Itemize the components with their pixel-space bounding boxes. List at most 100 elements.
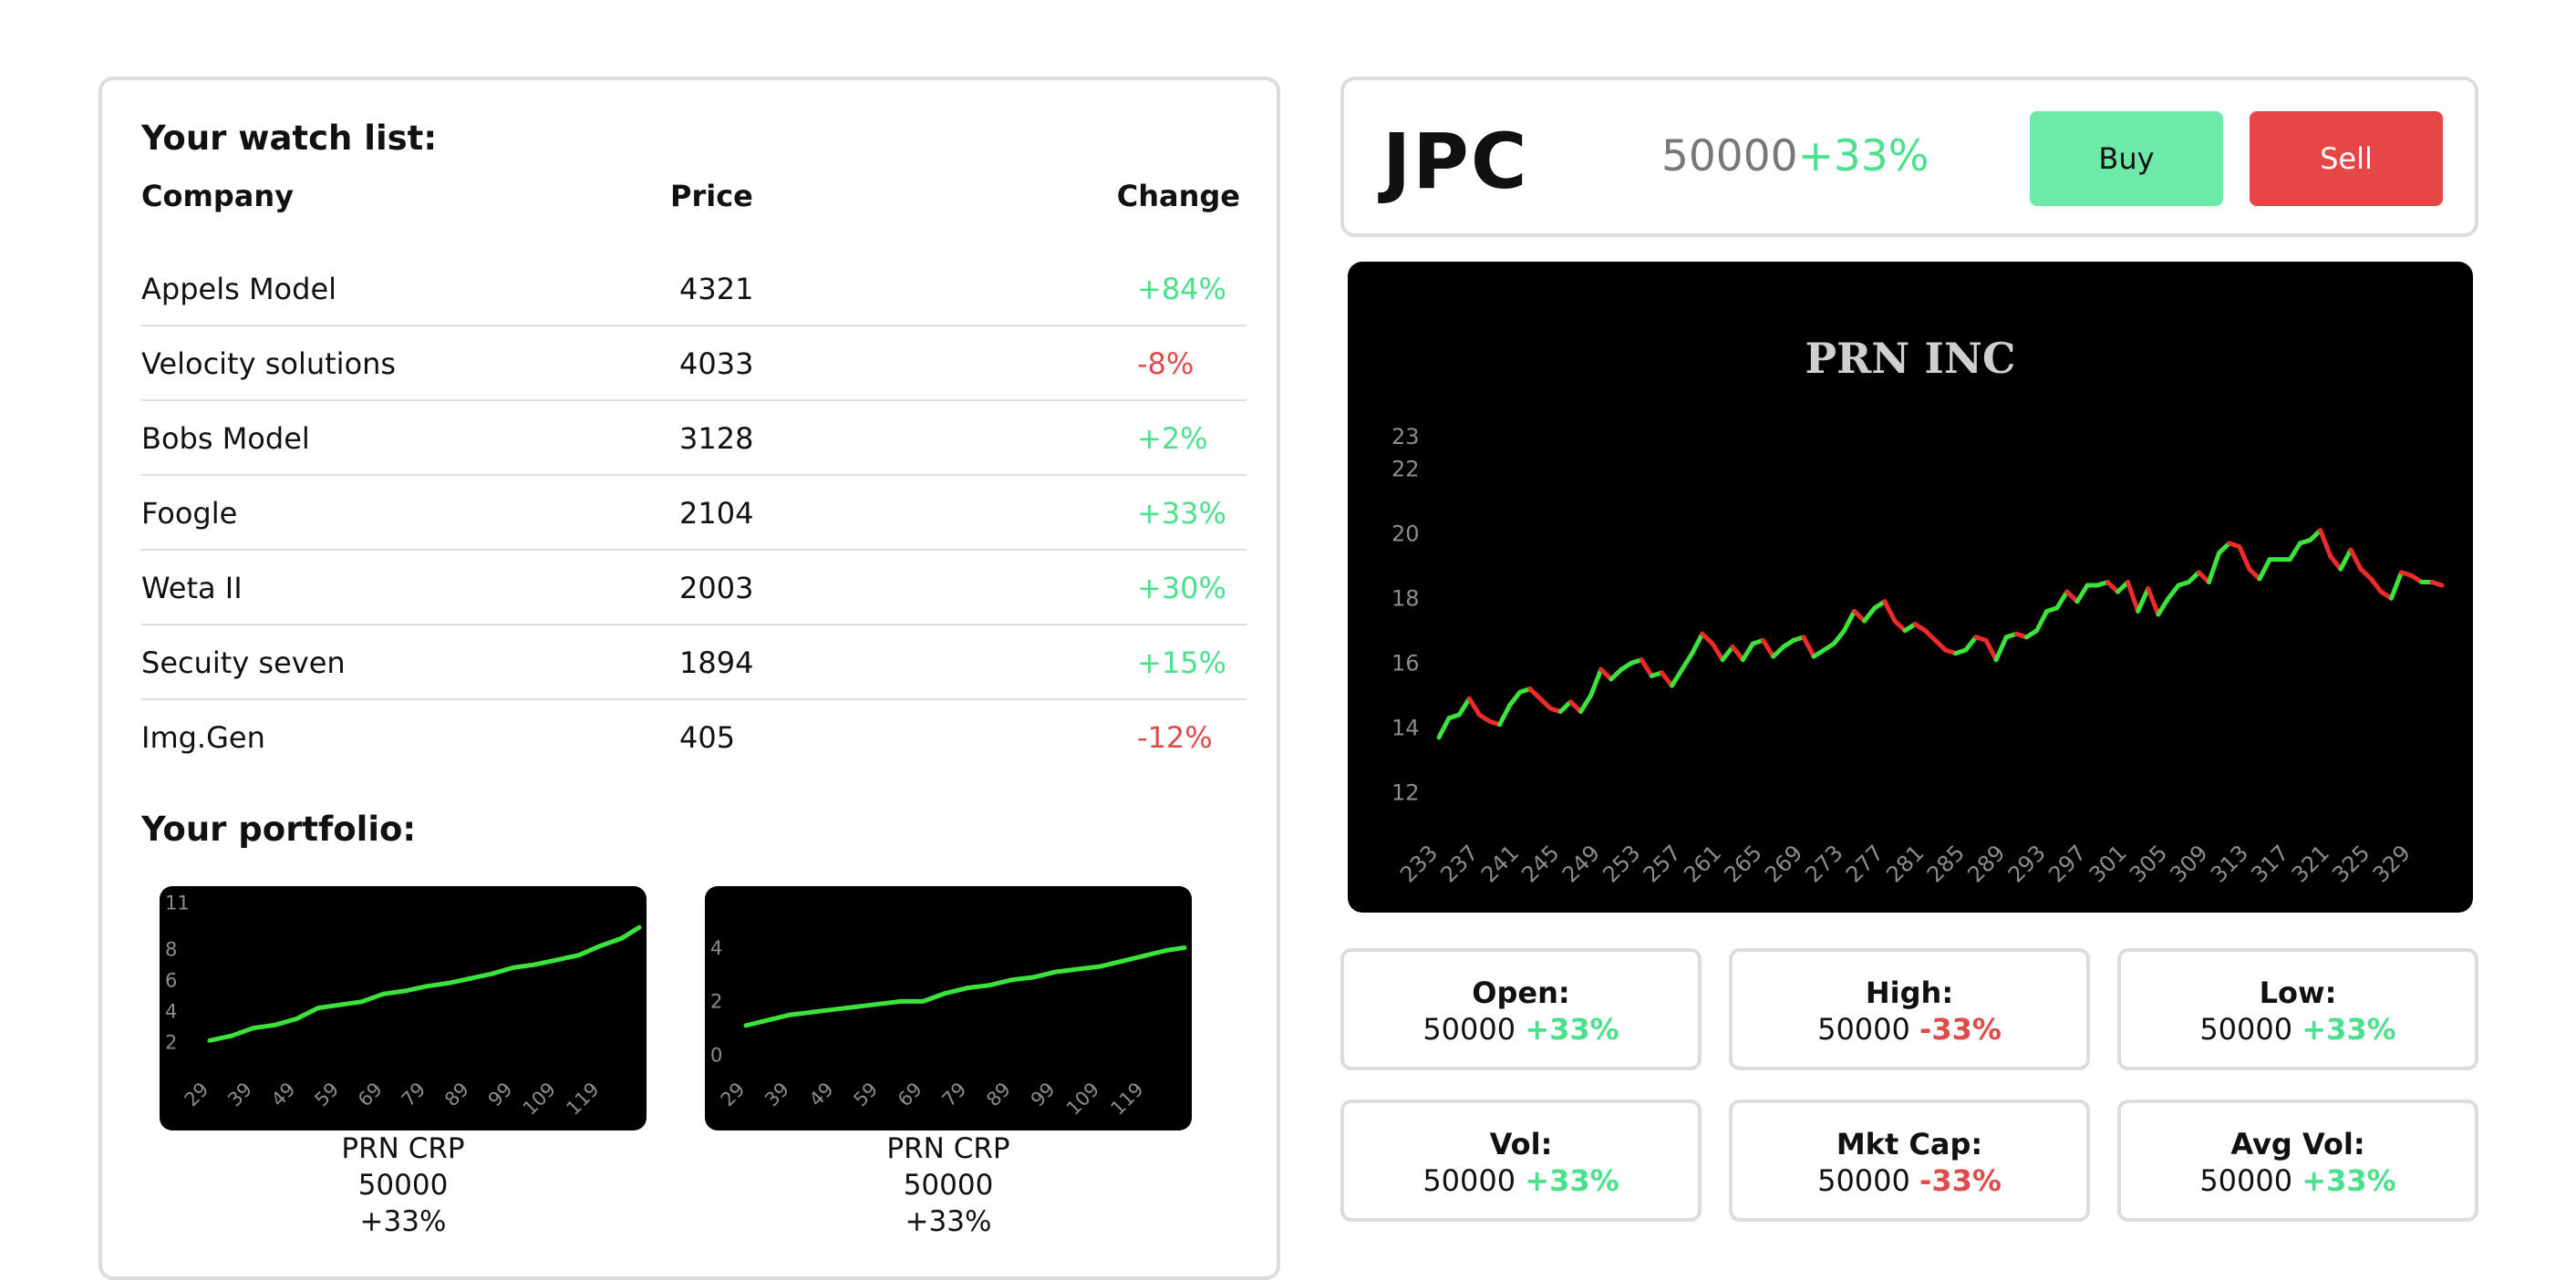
series-segment	[2136, 586, 2151, 614]
stat-open: Open: 50000 +33%	[1340, 948, 1702, 1070]
series-segment	[2105, 580, 2120, 594]
series-segment	[294, 1006, 321, 1021]
series-segment	[1932, 637, 1949, 653]
series-segment	[1993, 635, 2009, 663]
x-tick-label: 301	[2085, 840, 2132, 887]
company-change: +33%	[1137, 496, 1226, 531]
sell-button[interactable]: Sell	[2250, 111, 2443, 206]
series-segment	[1700, 631, 1715, 646]
series-segment	[810, 1006, 837, 1015]
portfolio-chart-1[interactable]: 2 4 6 8 11 29 39 49 59 69 79 89 99 109 119	[160, 886, 647, 1130]
series-segment	[2156, 595, 2171, 617]
company-change: +15%	[1137, 645, 1226, 680]
x-tick-label: 69	[894, 1079, 926, 1111]
company-name: Velocity solutions	[141, 346, 397, 381]
x-tick-label: 313	[2206, 840, 2253, 887]
x-tick-label: 119	[1106, 1079, 1147, 1120]
series-segment	[1670, 666, 1685, 688]
series-segment	[2126, 580, 2141, 614]
stat-high: High: 50000 -33%	[1729, 948, 2090, 1070]
x-tick-label: 273	[1800, 840, 1847, 887]
series-segment	[1680, 651, 1695, 672]
series-segment	[1730, 645, 1745, 663]
company-name: Bobs Model	[141, 421, 310, 456]
y-tick-label: 2	[710, 991, 722, 1013]
series-segment	[2358, 566, 2374, 582]
x-tick-label: 29	[717, 1079, 750, 1111]
table-row[interactable]: Appels Model 4321 +84%	[141, 252, 1247, 326]
table-row[interactable]: Bobs Model 3128 +2%	[141, 401, 1247, 476]
series-segment	[489, 965, 516, 976]
buy-button[interactable]: Buy	[2030, 111, 2223, 206]
series-segment	[511, 962, 538, 970]
company-price: 1894	[679, 645, 754, 680]
column-header-change: Change	[1116, 179, 1240, 213]
series-segment	[2338, 547, 2354, 572]
x-tick-label: 69	[354, 1079, 387, 1111]
watchlist-title: Your watch list:	[141, 119, 438, 158]
series-segment	[1740, 641, 1755, 663]
x-tick-label: 277	[1841, 840, 1888, 887]
series-segment	[1567, 699, 1584, 714]
ticker-symbol: JPC	[1382, 117, 1529, 206]
company-name: Foogle	[141, 496, 238, 531]
series-segment	[359, 991, 386, 1005]
y-tick-label: 8	[165, 938, 177, 960]
stat-low: Low: 50000 +33%	[2117, 948, 2478, 1070]
y-tick-label: 0	[710, 1045, 722, 1067]
series-segment	[2166, 583, 2181, 601]
series-segment	[1659, 670, 1675, 688]
table-row[interactable]: Weta II 2003 +30%	[141, 551, 1247, 625]
company-name: Secuity seven	[141, 645, 346, 680]
x-tick-label: 49	[267, 1079, 300, 1111]
portfolio-card-2[interactable]: PRN CRP 50000 +33%	[705, 1130, 1192, 1240]
series-segment	[1142, 947, 1170, 958]
y-tick-label: 6	[165, 969, 177, 991]
series-segment	[1882, 599, 1898, 624]
series-segment	[1537, 696, 1553, 711]
table-row[interactable]: Secuity seven 1894 +15%	[141, 625, 1247, 700]
y-tick-label: 12	[1391, 780, 1420, 806]
y-tick-label: 4	[165, 1000, 177, 1022]
x-tick-label: 293	[2003, 840, 2051, 887]
portfolio-price: 50000	[903, 1169, 994, 1202]
company-price: 4321	[679, 272, 754, 306]
portfolio-chart-2[interactable]: 0 2 4 29 39 49 59 69 79 89 99 109 119	[705, 886, 1192, 1130]
header-price-change: +33%	[1797, 131, 1929, 181]
chart-title: PRN INC	[1805, 334, 2015, 383]
main-price-chart[interactable]: PRN INC 12 14 16 18 20 22 23 233 237 241 245 249 253 2…	[1348, 262, 2473, 913]
table-row[interactable]: Img.Gen 405 -12%	[141, 700, 1247, 775]
table-row[interactable]: Velocity solutions 4033 -8%	[141, 326, 1247, 401]
portfolio-card-1[interactable]: PRN CRP 50000 +33%	[160, 1130, 647, 1240]
series-segment	[1009, 975, 1037, 983]
series-segment	[876, 998, 904, 1006]
stat-change: +33%	[1525, 1163, 1619, 1198]
series-segment	[1164, 945, 1187, 953]
series-segment	[2217, 541, 2232, 556]
series-segment	[1031, 969, 1059, 980]
table-row[interactable]: Foogle 2104 +33%	[141, 476, 1247, 551]
series-segment	[743, 1017, 771, 1028]
x-tick-label: 99	[484, 1079, 517, 1111]
stat-change: +33%	[2302, 1163, 2396, 1198]
series-segment	[2287, 541, 2302, 563]
x-tick-label: 59	[849, 1079, 882, 1111]
x-tick-label: 89	[440, 1079, 473, 1111]
series-segment	[965, 983, 992, 991]
company-name: Weta II	[141, 571, 243, 605]
series-segment	[533, 957, 560, 967]
series-segment	[1598, 666, 1614, 682]
x-tick-label: 99	[1027, 1079, 1060, 1111]
company-price: 3128	[679, 421, 754, 456]
x-tick-label: 109	[1062, 1079, 1103, 1120]
series-segment	[2074, 583, 2090, 604]
x-tick-label: 257	[1639, 840, 1686, 887]
series-segment	[853, 1001, 882, 1009]
series-segment	[229, 1026, 256, 1038]
series-segment	[2368, 576, 2384, 594]
x-tick-label: 249	[1557, 840, 1605, 887]
series-segment	[1557, 699, 1573, 714]
stat-vol: Vol: 50000 +33%	[1340, 1099, 1702, 1222]
series-segment	[1436, 716, 1452, 740]
series-segment	[2146, 586, 2161, 617]
